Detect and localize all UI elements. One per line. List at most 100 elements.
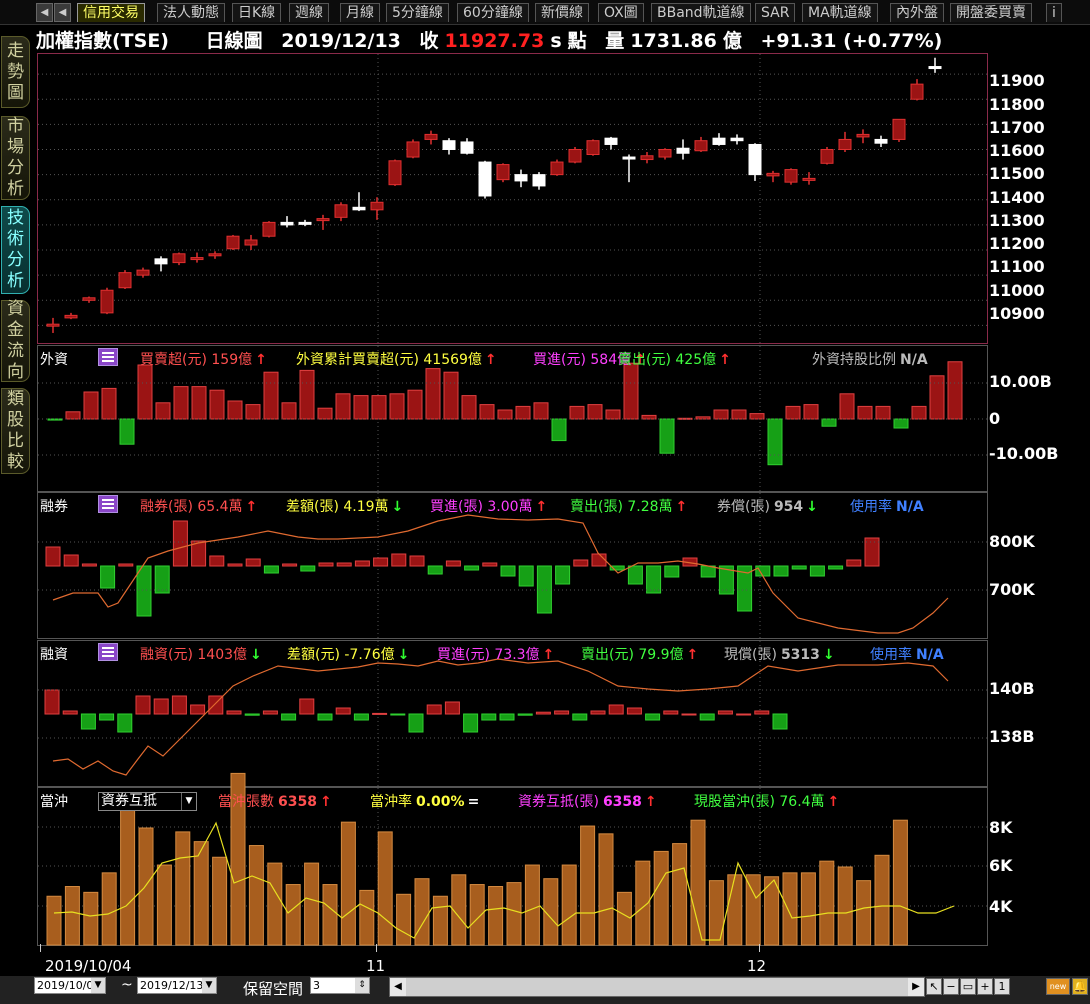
tab-14[interactable]: i [1046,3,1062,22]
side-tab-1[interactable]: 市場分析 [1,116,30,200]
bar [699,713,715,721]
cursor-tool-icon[interactable]: ↖ [926,978,942,995]
side-tab-2[interactable]: 技術分析 [1,206,30,294]
daytrade-type-select[interactable]: 資券互抵 ▼ [98,792,197,811]
end-date-select[interactable]: 2019/12/13 ▼ [137,977,217,994]
tab-11[interactable]: MA軌道線 [802,3,878,22]
tab-6[interactable]: 60分鐘線 [457,3,529,22]
legend-label: 使用率 [850,499,892,515]
tab-10[interactable]: SAR [755,3,796,22]
bar [605,409,621,420]
margin-loan-panel[interactable]: 融資 融資(元) 1403億 ↓ 差額(元) -7.76億 ↓ 買進(元) 73.3億 ↑… [37,640,988,787]
daytrade-bar [524,864,540,946]
horizontal-scrollbar[interactable]: ◀ ▶ [389,977,925,997]
tab-2[interactable]: 日K線 [232,3,282,22]
daytrade-bar [874,854,890,946]
daytrade-bar [248,845,264,946]
side-tab-0[interactable]: 走勢圖 [1,36,30,108]
y-axis-label: 6K [989,856,1013,875]
arrow-down-icon: ↓ [250,647,262,663]
tab-1[interactable]: 法人動態 [157,3,225,22]
bar [47,418,63,421]
menu-icon[interactable] [98,643,118,661]
margin_loan-legend-1: 差額(元) -7.76億 ↓ [287,644,409,664]
daytrade-bar [340,821,356,946]
arrow-down-icon: ↓ [397,647,410,663]
bar [391,553,407,567]
keep-space-stepper[interactable]: 3 ⇕ [310,977,370,994]
end-date-value: 2019/12/13 [140,979,204,992]
chevron-down-icon[interactable]: ▼ [181,793,196,810]
tab-13[interactable]: 開盤委買賣 [950,3,1032,22]
reset-zoom-icon[interactable]: 1 [994,978,1010,995]
bar [155,402,171,420]
keep-space-value: 3 [313,979,320,992]
foreign-panel[interactable]: 外資 買賣超(元) 159億 ↑ 外資累計買賣超(元) 41569億 ↑ 買進(元) 5… [37,345,988,492]
scroll-left-icon[interactable]: ◀ [390,978,406,996]
bar [443,371,459,420]
legend-label: 買賣超(元) 159億 [140,352,253,368]
tab-4[interactable]: 月線 [340,3,380,22]
tab-12[interactable]: 內外盤 [890,3,944,22]
chevron-down-icon[interactable]: ▼ [91,978,105,993]
arrow-up-icon: ↑ [245,499,258,515]
price-axis-label: 11200 [989,234,1045,253]
daytrade-bar [304,862,320,946]
bar [262,710,278,715]
daytrade-bar [819,860,835,946]
daytrade-bar [377,831,393,946]
bar [749,413,765,420]
daytrade-panel[interactable]: 當沖 當沖張數 6358 ↑ 當沖率 0.00% = 資券互抵(張) 6358 ↑ 現股當沖(張)… [37,772,988,946]
menu-icon[interactable] [98,495,118,513]
daytrade-bar [359,889,375,946]
tab-7[interactable]: 新價線 [535,3,589,22]
new-icon[interactable]: new [1046,978,1070,995]
zoom-in-icon[interactable]: + [977,978,993,995]
daytrade-bar [616,891,632,946]
chevron-down-icon[interactable]: ▼ [202,978,216,993]
price-axis-label: 10900 [989,304,1045,323]
daytrade-bar [543,878,559,946]
tab-9[interactable]: BBand軌道線 [651,3,751,22]
side-tab-3[interactable]: 資金流向 [1,299,30,382]
margin_short-legend-3: 賣出(張) 7.28萬 ↑ [570,496,687,516]
start-date-select[interactable]: 2019/10/04 ▼ [34,977,106,994]
quote-header: 加權指數(TSE) 日線圖 2019/12/13 收 11927.73 s 點 量 17… [36,26,954,52]
side-tab-label: 資金流向 [7,299,24,382]
zoom-out-icon[interactable]: − [943,978,959,995]
candle-body [388,160,402,186]
prev-page-icon[interactable]: ◀ [54,3,71,22]
menu-icon[interactable] [98,348,118,366]
tab-5[interactable]: 5分鐘線 [386,3,449,22]
margin-short-line [52,514,949,634]
legend-value: N/A [900,352,928,368]
legend-label: 當沖率 [370,794,412,810]
start-date-value: 2019/10/04 [37,979,101,992]
candle-body [550,161,564,176]
scroll-right-icon[interactable]: ▶ [908,978,924,996]
margin-short-chart [38,493,987,638]
volume-value: 1731.86 [630,30,717,52]
tab-3[interactable]: 週線 [289,3,329,22]
zoom-fit-icon[interactable]: ▭ [960,978,976,995]
bar [463,713,479,733]
bar [407,389,423,420]
candle-body [64,314,78,319]
tab-8[interactable]: OX圖 [598,3,644,22]
tab-0[interactable]: 信用交易 [77,3,145,22]
margin-short-panel[interactable]: 融券 融券(張) 65.4萬 ↑ 差額(張) 4.19萬 ↓ 買進(張) 3.00萬 ↑ 賣… [37,492,988,639]
bar [99,713,115,721]
price-panel[interactable] [37,53,988,344]
stepper-icon[interactable]: ⇕ [355,978,369,993]
bell-icon[interactable]: 🔔 [1072,978,1088,995]
price-axis-label: 11300 [989,211,1045,230]
candle-body [784,169,798,183]
legend-label: 買進(張) 3.00萬 [430,499,533,515]
first-page-icon[interactable]: ◀ [36,3,53,22]
candle-body [622,156,636,160]
daytrade-bar [708,880,724,946]
bar [535,711,551,715]
s-flag: s [550,30,562,52]
bar [263,565,279,574]
side-tab-4[interactable]: 類股比較 [1,388,30,474]
